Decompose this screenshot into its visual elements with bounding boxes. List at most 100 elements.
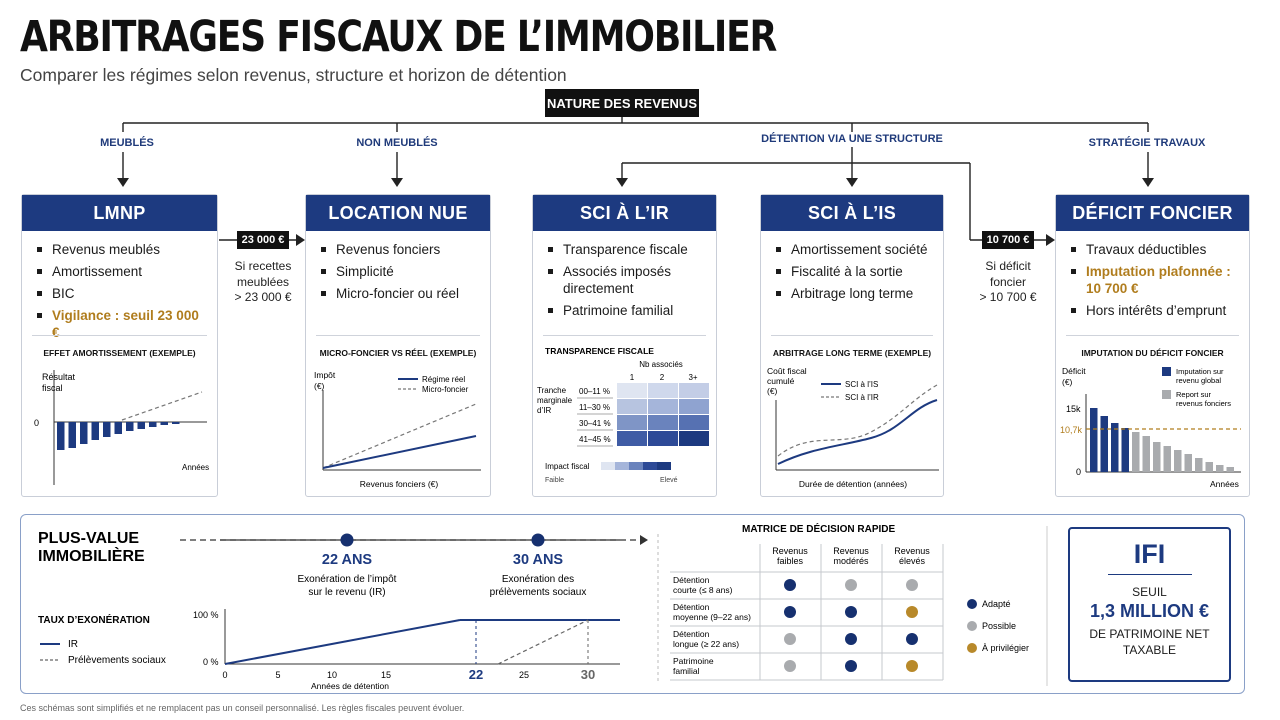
matrix-row-label: familial xyxy=(673,666,700,676)
heatmap-cell xyxy=(617,399,647,414)
section-title: PLUS-VALUE xyxy=(38,530,139,547)
mini-chart-title: EFFET AMORTISSEMENT (EXEMPLE) xyxy=(43,348,196,358)
axis-tick: 15 xyxy=(381,670,391,680)
legend-swatch xyxy=(1162,367,1171,376)
axis-tick: 10 xyxy=(327,670,337,680)
trend-line xyxy=(121,391,203,421)
series-ir xyxy=(224,619,461,665)
axis-label: d’IR xyxy=(537,406,551,415)
matrix-row-label: longue (≥ 22 ans) xyxy=(673,639,739,649)
matrix-col-label: Revenus xyxy=(833,546,869,556)
branch-structure: DÉTENTION VIA UNE STRUCTURE xyxy=(761,133,943,145)
amort-bar xyxy=(137,422,145,429)
heatmap-cell xyxy=(679,431,709,446)
deficit-bar xyxy=(1174,450,1182,472)
list-item: Travaux déductibles xyxy=(1071,241,1235,258)
matrix-row-label: Détention xyxy=(673,575,710,585)
chart-title: TAUX D’EXONÉRATION xyxy=(38,613,150,626)
heatmap-cell xyxy=(617,415,647,430)
threshold-text-line: Si déficit xyxy=(985,259,1031,273)
legend-dot-adapte xyxy=(967,599,977,609)
divider xyxy=(32,335,207,336)
row-label: 11–30 % xyxy=(579,403,610,412)
divider xyxy=(771,335,933,336)
chart-transparence-heatmap: TRANSPARENCE FISCALE Nb associés 1 2 3+ … xyxy=(537,346,709,484)
threshold-text-deficit: Si déficit foncier > 10 700 € xyxy=(966,259,1050,306)
list-item: Simplicité xyxy=(321,263,476,280)
legend-label: Possible xyxy=(982,621,1016,631)
bottom-panel xyxy=(20,514,1245,694)
card-list: Transparence fiscale Associés imposés di… xyxy=(533,231,716,319)
heatmap-cell xyxy=(648,399,678,414)
page-title: ARBITRAGES FISCAUX DE L’IMMOBILIER xyxy=(20,12,777,62)
matrix-row-label: Détention xyxy=(673,629,710,639)
threshold-text-line: foncier xyxy=(989,274,1027,289)
milestone-dot xyxy=(340,533,354,547)
decision-matrix: MATRICE DE DÉCISION RAPIDE Revenus faibl… xyxy=(670,522,1029,681)
axis-label: marginale xyxy=(537,396,573,405)
chart-arbitrage-long-terme: Coût fiscal cumulé (€) SCI à l’IS SCI à … xyxy=(767,366,939,489)
matrix-dot-adapte xyxy=(845,633,857,645)
mini-chart-title: TRANSPARENCE FISCALE xyxy=(545,346,654,356)
milestone-label: 30 ANS xyxy=(513,552,564,568)
amort-bar xyxy=(80,422,88,444)
list-item: Arbitrage long terme xyxy=(776,285,929,302)
mini-chart-title: MICRO-FONCIER VS RÉEL (EXEMPLE) xyxy=(319,348,477,358)
list-item: BIC xyxy=(37,285,203,302)
series-sci-ir xyxy=(777,384,938,457)
list-item-highlight: Vigilance : seuil 23 000 € xyxy=(37,307,203,341)
axis-tick-highlight: 30 xyxy=(581,667,595,682)
axis-label: Résultat xyxy=(42,372,76,382)
legend-label: Elevé xyxy=(660,477,678,484)
heatmap-cell xyxy=(648,415,678,430)
axis-label: Années xyxy=(182,463,209,472)
axis-tick: 25 xyxy=(519,670,529,680)
branch-meubles: MEUBLÉS xyxy=(100,137,154,149)
heatmap-legend-swatch xyxy=(601,462,615,470)
threshold-tag-lmnp: 23 000 € xyxy=(237,231,289,249)
axis-label: Revenus fonciers (€) xyxy=(360,479,439,489)
list-item: Micro-foncier ou réel xyxy=(321,285,476,302)
matrix-col-label: élevés xyxy=(899,556,926,566)
axis-tick: 10,7k xyxy=(1060,425,1083,435)
heatmap-cell xyxy=(617,431,647,446)
footer-note: Ces schémas sont simplifiés et ne rempla… xyxy=(20,703,465,713)
amort-bar xyxy=(57,422,65,450)
col-label: 3+ xyxy=(688,373,697,382)
milestone-desc: Exonération des xyxy=(502,574,574,585)
legend-label: Adapté xyxy=(982,599,1011,609)
amort-bar xyxy=(103,422,111,437)
axis-label: Déficit xyxy=(1062,366,1086,376)
deficit-bar xyxy=(1100,416,1108,472)
mini-chart-title: IMPUTATION DU DÉFICIT FONCIER xyxy=(1081,348,1224,358)
chart-micro-vs-reel: Impôt (€) Régime réel Micro-foncier Reve… xyxy=(314,370,481,489)
deficit-bar xyxy=(1184,454,1192,472)
axis-tick: 100 % xyxy=(193,610,219,620)
amort-bar xyxy=(160,422,168,425)
deficit-bar xyxy=(1142,436,1150,472)
legend-label: SCI à l’IR xyxy=(845,393,879,402)
chart-amortissement: Résultat fiscal 0 Années xyxy=(34,370,209,485)
legend-swatch xyxy=(1162,390,1171,399)
axis-tick: 0 % xyxy=(203,657,219,667)
deficit-bar xyxy=(1195,458,1203,472)
matrix-dot-adapte xyxy=(784,579,796,591)
list-item: Transparence fiscale xyxy=(548,241,702,258)
card-list: Travaux déductibles Imputation plafonnée… xyxy=(1056,231,1249,319)
milestone-desc: sur le revenu (IR) xyxy=(308,587,385,598)
heatmap-legend-swatch xyxy=(643,462,657,470)
axis-label: Tranche xyxy=(537,386,567,395)
milestone-label: 22 ANS xyxy=(322,552,373,568)
matrix-dot-adapte xyxy=(784,606,796,618)
amort-bar xyxy=(172,422,180,424)
matrix-row-label: Détention xyxy=(673,602,710,612)
ifi-title: IFI xyxy=(1133,539,1166,569)
section-title: IMMOBILIÈRE xyxy=(38,546,145,565)
matrix-dot-possible xyxy=(784,660,796,672)
legend-label: Micro-foncier xyxy=(422,385,469,394)
heatmap-cell xyxy=(648,383,678,398)
matrix-row-label: courte (≤ 8 ans) xyxy=(673,585,733,595)
matrix-col-label: modérés xyxy=(833,556,869,566)
row-label: 30–41 % xyxy=(579,419,611,428)
deficit-bar xyxy=(1205,462,1213,472)
